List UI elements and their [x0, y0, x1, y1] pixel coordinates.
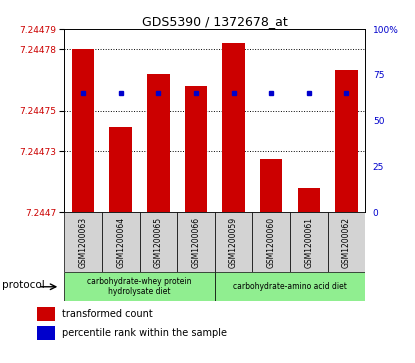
Bar: [177, 212, 215, 272]
Bar: [147, 74, 170, 212]
Bar: [298, 188, 320, 212]
Bar: [215, 212, 252, 272]
Text: GSM1200061: GSM1200061: [304, 217, 313, 268]
Bar: [215, 272, 365, 301]
Bar: [37, 326, 55, 340]
Bar: [72, 49, 95, 212]
Text: transformed count: transformed count: [62, 309, 153, 319]
Bar: [290, 212, 327, 272]
Text: protocol: protocol: [2, 280, 45, 290]
Bar: [260, 159, 283, 212]
Bar: [37, 307, 55, 321]
Text: GSM1200060: GSM1200060: [267, 217, 276, 268]
Bar: [102, 212, 139, 272]
Bar: [139, 212, 177, 272]
Bar: [64, 272, 215, 301]
Bar: [335, 70, 358, 212]
Bar: [222, 43, 245, 212]
Text: GSM1200066: GSM1200066: [191, 217, 200, 268]
Text: percentile rank within the sample: percentile rank within the sample: [62, 328, 227, 338]
Text: GSM1200062: GSM1200062: [342, 217, 351, 268]
Text: carbohydrate-amino acid diet: carbohydrate-amino acid diet: [233, 282, 347, 291]
Text: carbohydrate-whey protein
hydrolysate diet: carbohydrate-whey protein hydrolysate di…: [87, 277, 192, 297]
Text: GSM1200064: GSM1200064: [116, 217, 125, 268]
Bar: [110, 127, 132, 212]
Bar: [64, 212, 102, 272]
Text: GSM1200059: GSM1200059: [229, 217, 238, 268]
Bar: [327, 212, 365, 272]
Bar: [252, 212, 290, 272]
Text: GSM1200063: GSM1200063: [78, 217, 88, 268]
Text: GSM1200065: GSM1200065: [154, 217, 163, 268]
Title: GDS5390 / 1372678_at: GDS5390 / 1372678_at: [142, 15, 288, 28]
Bar: [185, 86, 207, 212]
